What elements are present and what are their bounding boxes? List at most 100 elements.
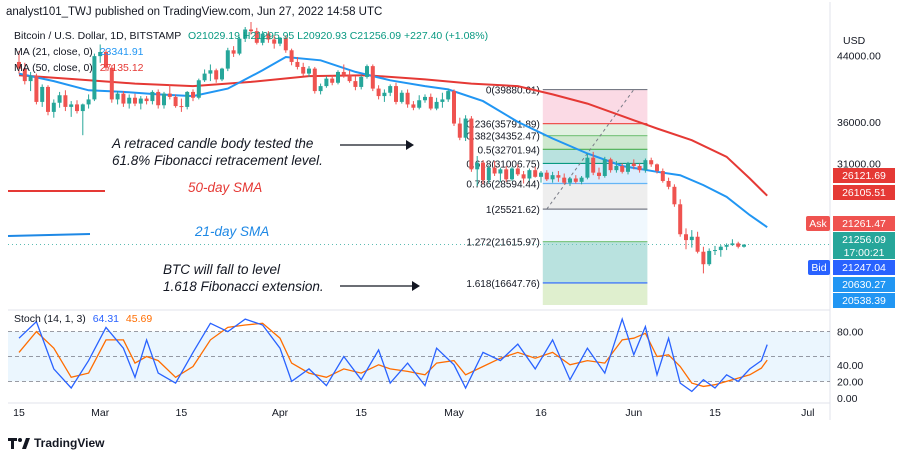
- candle-body: [713, 250, 717, 252]
- x-tick-label: 15: [355, 407, 367, 419]
- candles-layer: [17, 22, 746, 274]
- ma50-legend-value: 27135.12: [99, 62, 144, 74]
- candle-body: [156, 91, 161, 106]
- candle-body: [736, 243, 741, 247]
- price-tag-box: [806, 216, 830, 231]
- candle-body: [179, 106, 184, 108]
- price-tag-box: [833, 185, 895, 200]
- candle-body: [243, 29, 248, 39]
- candle-body: [260, 33, 265, 43]
- candle-body: [63, 95, 68, 107]
- candle-body: [649, 160, 654, 165]
- candle-body: [51, 102, 56, 112]
- retrace-note-line-1: A retraced candle body tested the: [111, 136, 313, 151]
- ma21-legend[interactable]: MA (21, close, 0) 23341.91: [14, 46, 144, 58]
- candle-body: [417, 100, 422, 108]
- candle-body: [475, 162, 480, 170]
- candle-body: [307, 68, 311, 74]
- candle-body: [98, 51, 103, 57]
- candle-body: [428, 96, 433, 109]
- candle-body: [626, 163, 630, 172]
- fib-level-label: 0.236(35791.89): [466, 120, 539, 131]
- candle-body: [382, 92, 387, 97]
- candle-body: [452, 91, 456, 124]
- sma21-label: 21-day SMA: [194, 224, 269, 239]
- candle-body: [301, 66, 306, 74]
- candle-body: [104, 51, 108, 68]
- candle-body: [405, 92, 410, 105]
- candle-body: [579, 177, 584, 182]
- candle-body: [544, 172, 549, 180]
- candle-body: [481, 162, 485, 181]
- candle-body: [724, 245, 729, 247]
- sma50-line: [18, 74, 768, 197]
- candle-body: [167, 93, 172, 97]
- ohlc-values: O21029.19 H21295.95 L20920.93 C21256.09 …: [188, 30, 489, 42]
- candle-body: [312, 68, 317, 92]
- candle-body: [573, 178, 578, 182]
- fib-level-label: 0.786(28594.44): [466, 180, 539, 191]
- extension-arrow-head: [412, 281, 420, 291]
- publisher-header: analyst101_TWJ published on TradingView.…: [6, 6, 383, 18]
- candle-body: [620, 165, 625, 172]
- candle-body: [231, 50, 236, 54]
- candle-body: [707, 250, 712, 265]
- candle-body: [330, 78, 335, 83]
- candle-body: [399, 92, 404, 102]
- price-tag-label: 21247.04: [842, 262, 886, 274]
- candle-body: [109, 67, 114, 100]
- candle-body: [411, 104, 416, 108]
- x-tick-label: Jun: [625, 407, 642, 419]
- tradingview-logo-icon: [8, 438, 30, 449]
- stoch-legend-label: Stoch (14, 1, 3): [14, 313, 86, 325]
- extension-note-line-2: 1.618 Fibonacci extension.: [163, 279, 324, 294]
- price-tag-box: [833, 246, 895, 259]
- sma21-legend-line: [7, 233, 91, 237]
- candle-body: [562, 177, 567, 183]
- tradingview-brand-label: TradingView: [34, 436, 105, 450]
- fib-band: [542, 123, 648, 136]
- candle-body: [684, 234, 688, 241]
- candle-body: [359, 76, 364, 87]
- candle-body: [57, 95, 62, 103]
- ma50-legend[interactable]: MA (50, close, 0) 27135.12: [14, 62, 144, 74]
- candle-body: [336, 71, 340, 83]
- candle-body: [28, 76, 33, 82]
- stoch-tick-label: 80.00: [837, 327, 863, 339]
- sma50-label: 50-day SMA: [188, 180, 262, 195]
- candle-body: [249, 29, 253, 32]
- stoch-legend[interactable]: Stoch (14, 1, 3) 64.31 45.69: [14, 313, 152, 325]
- candle-body: [550, 175, 555, 180]
- candle-body: [115, 93, 120, 100]
- fib-band: [542, 135, 648, 150]
- y-tick-label: 31000.00: [837, 159, 881, 171]
- fib-band: [542, 209, 648, 242]
- fib-band: [542, 241, 648, 283]
- candle-body: [202, 73, 207, 81]
- candle-body: [643, 160, 648, 171]
- candle-body: [440, 99, 445, 102]
- candle-body: [388, 86, 393, 93]
- candle-body: [533, 170, 538, 177]
- y-tick-label: 36000.00: [837, 117, 881, 129]
- tradingview-brand[interactable]: TradingView: [8, 436, 104, 450]
- candle-body: [138, 98, 143, 104]
- x-tick-label: 15: [13, 407, 25, 419]
- candle-body: [631, 163, 636, 166]
- candle-body: [469, 118, 474, 170]
- candle-body: [521, 174, 526, 179]
- candle-body: [214, 70, 219, 80]
- candle-body: [289, 50, 294, 62]
- price-tag-label: Bid: [811, 262, 826, 274]
- candle-body: [463, 118, 468, 138]
- candle-body: [608, 159, 613, 171]
- candle-body: [672, 186, 677, 205]
- candle-body: [498, 169, 503, 174]
- candle-body: [318, 86, 323, 92]
- candle-body: [701, 251, 706, 265]
- candle-body: [637, 165, 642, 171]
- candle-body: [365, 66, 369, 77]
- x-tick-label: Mar: [91, 407, 110, 419]
